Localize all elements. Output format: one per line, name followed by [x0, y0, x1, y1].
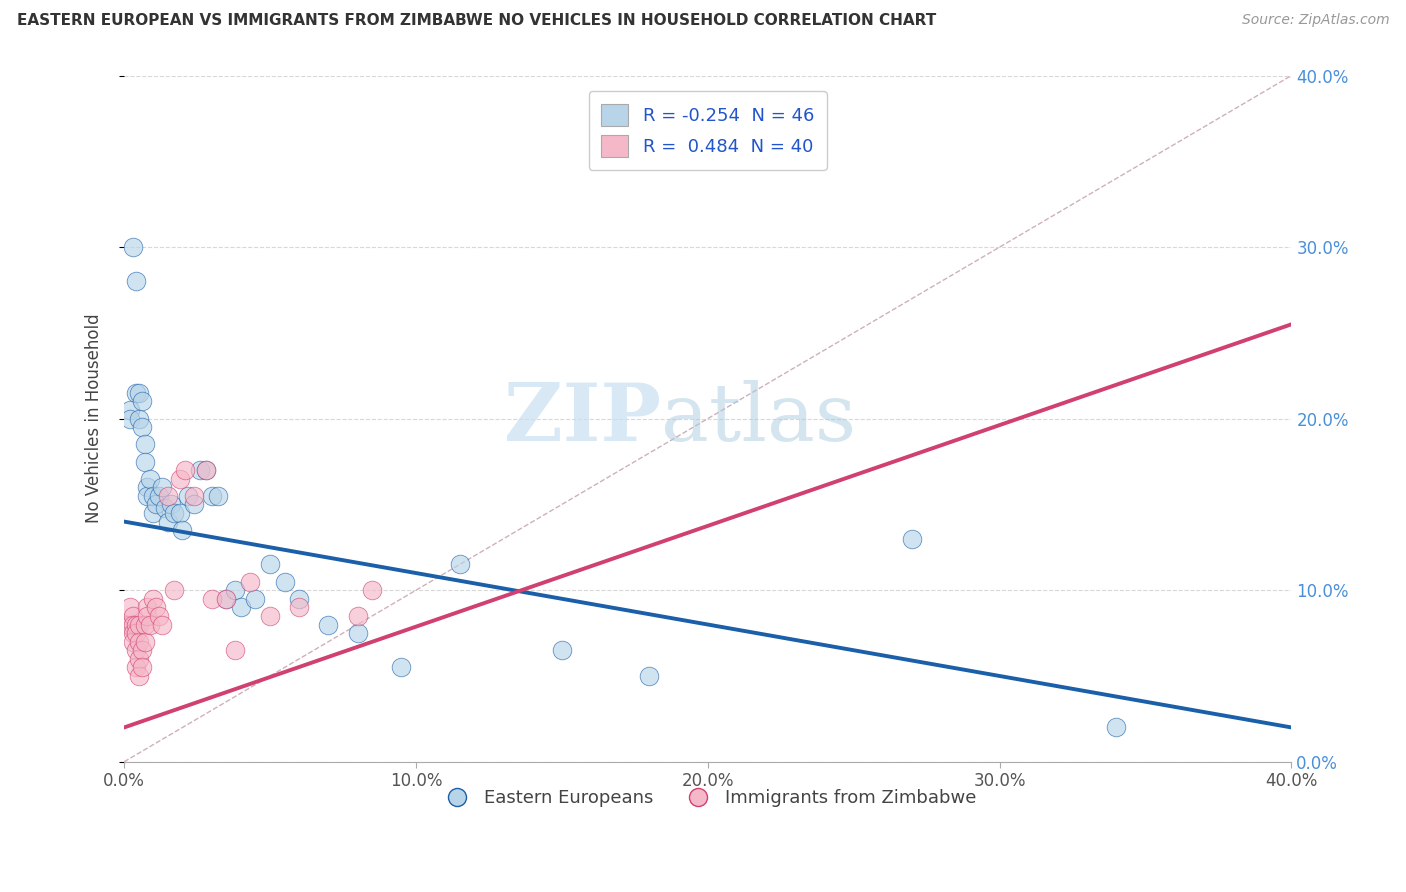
Point — [136, 609, 159, 624]
Point — [288, 591, 311, 606]
Point — [245, 591, 267, 606]
Point — [201, 591, 224, 606]
Point — [136, 480, 159, 494]
Point — [224, 643, 246, 657]
Point — [145, 600, 167, 615]
Point — [239, 574, 262, 589]
Point — [122, 609, 145, 624]
Point — [159, 498, 181, 512]
Point — [163, 506, 186, 520]
Point — [201, 489, 224, 503]
Point — [125, 274, 148, 288]
Point — [148, 609, 170, 624]
Point — [131, 643, 153, 657]
Point — [169, 506, 191, 520]
Point — [150, 617, 173, 632]
Point — [122, 240, 145, 254]
Point — [638, 669, 661, 683]
Point — [139, 617, 162, 632]
Point — [118, 600, 141, 615]
Point — [125, 617, 148, 632]
Legend: Eastern Europeans, Immigrants from Zimbabwe: Eastern Europeans, Immigrants from Zimba… — [432, 782, 984, 814]
Point — [134, 634, 156, 648]
Point — [128, 617, 150, 632]
Point — [259, 609, 281, 624]
Point — [142, 506, 165, 520]
Point — [318, 617, 340, 632]
Point — [183, 498, 205, 512]
Point — [215, 591, 238, 606]
Point — [156, 489, 179, 503]
Point — [183, 489, 205, 503]
Point — [128, 634, 150, 648]
Text: ZIP: ZIP — [505, 380, 661, 458]
Point — [169, 472, 191, 486]
Point — [115, 617, 138, 632]
Point — [136, 489, 159, 503]
Text: EASTERN EUROPEAN VS IMMIGRANTS FROM ZIMBABWE NO VEHICLES IN HOUSEHOLD CORRELATIO: EASTERN EUROPEAN VS IMMIGRANTS FROM ZIMB… — [17, 13, 936, 29]
Point — [346, 609, 368, 624]
Point — [131, 660, 153, 674]
Point — [901, 532, 924, 546]
Point — [172, 523, 194, 537]
Point — [125, 626, 148, 640]
Point — [125, 643, 148, 657]
Point — [128, 669, 150, 683]
Text: Source: ZipAtlas.com: Source: ZipAtlas.com — [1241, 13, 1389, 28]
Point — [156, 515, 179, 529]
Point — [128, 411, 150, 425]
Text: atlas: atlas — [661, 380, 856, 458]
Point — [174, 463, 197, 477]
Point — [188, 463, 211, 477]
Point — [139, 472, 162, 486]
Point — [118, 617, 141, 632]
Point — [122, 626, 145, 640]
Point — [1105, 721, 1128, 735]
Point — [134, 437, 156, 451]
Point — [125, 660, 148, 674]
Point — [118, 403, 141, 417]
Point — [177, 489, 200, 503]
Point — [163, 583, 186, 598]
Point — [131, 394, 153, 409]
Point — [215, 591, 238, 606]
Point — [134, 454, 156, 468]
Point — [136, 600, 159, 615]
Point — [551, 643, 574, 657]
Point — [153, 500, 176, 515]
Point — [148, 489, 170, 503]
Point — [125, 385, 148, 400]
Point — [207, 489, 229, 503]
Point — [118, 411, 141, 425]
Point — [131, 420, 153, 434]
Point — [361, 583, 384, 598]
Point — [449, 558, 471, 572]
Point — [142, 489, 165, 503]
Point — [122, 617, 145, 632]
Y-axis label: No Vehicles in Household: No Vehicles in Household — [86, 314, 103, 524]
Point — [273, 574, 295, 589]
Point — [288, 600, 311, 615]
Point — [194, 463, 217, 477]
Point — [389, 660, 412, 674]
Point — [346, 626, 368, 640]
Point — [145, 498, 167, 512]
Point — [122, 634, 145, 648]
Point — [229, 600, 252, 615]
Point — [194, 463, 217, 477]
Point — [150, 480, 173, 494]
Point — [128, 652, 150, 666]
Point — [259, 558, 281, 572]
Point — [134, 617, 156, 632]
Point — [128, 385, 150, 400]
Point — [224, 583, 246, 598]
Point — [142, 591, 165, 606]
